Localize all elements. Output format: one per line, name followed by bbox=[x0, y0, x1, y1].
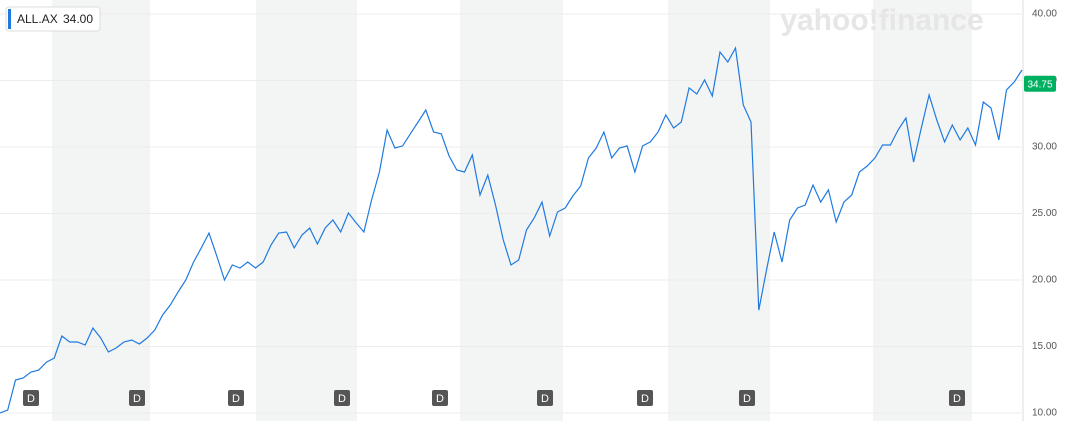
legend-price: 34.00 bbox=[63, 12, 93, 26]
legend-label: ALL.AX bbox=[17, 12, 58, 26]
dividend-marker bbox=[228, 390, 244, 406]
y-tick-label: 25.00 bbox=[1032, 208, 1057, 219]
dividend-label: D bbox=[232, 393, 240, 405]
y-tick-label: 30.00 bbox=[1032, 142, 1057, 153]
dividend-label: D bbox=[133, 393, 141, 405]
period-band bbox=[873, 0, 972, 421]
bands bbox=[52, 0, 972, 421]
dividend-marker bbox=[637, 390, 653, 406]
dividend-marker bbox=[334, 390, 350, 406]
dividend-marker bbox=[739, 390, 755, 406]
dividend-label: D bbox=[953, 393, 961, 405]
dividend-label: D bbox=[436, 393, 444, 405]
dividend-label: D bbox=[743, 393, 751, 405]
dividend-label: D bbox=[641, 393, 649, 405]
plot bbox=[0, 46, 1023, 414]
period-band bbox=[52, 0, 150, 421]
dividend-label: D bbox=[338, 393, 346, 405]
dividend-label: D bbox=[27, 393, 35, 405]
dividend-marker bbox=[129, 390, 145, 406]
grid bbox=[0, 0, 1024, 421]
price-line bbox=[0, 46, 1023, 414]
legend-box bbox=[5, 6, 101, 32]
dividend-marker bbox=[537, 390, 553, 406]
dividend-marker bbox=[949, 390, 965, 406]
period-band bbox=[460, 0, 563, 421]
dividend-marker bbox=[432, 390, 448, 406]
price-tag bbox=[1024, 75, 1056, 92]
period-band bbox=[256, 0, 357, 421]
legend-swatch bbox=[8, 9, 11, 29]
dividend-marker bbox=[23, 390, 39, 406]
dividend-label: D bbox=[541, 393, 549, 405]
watermark: yahoo!finance bbox=[780, 4, 983, 37]
legend: ALL.AX 34.00 bbox=[5, 6, 101, 32]
y-tick-label: 40.00 bbox=[1032, 9, 1057, 20]
y-tick-label: 20.00 bbox=[1032, 275, 1057, 286]
y-tick-label: 15.00 bbox=[1032, 341, 1057, 352]
y-tick-label: 10.00 bbox=[1032, 408, 1057, 419]
period-band bbox=[668, 0, 770, 421]
price-tag-label: 34.75 bbox=[1027, 79, 1052, 90]
